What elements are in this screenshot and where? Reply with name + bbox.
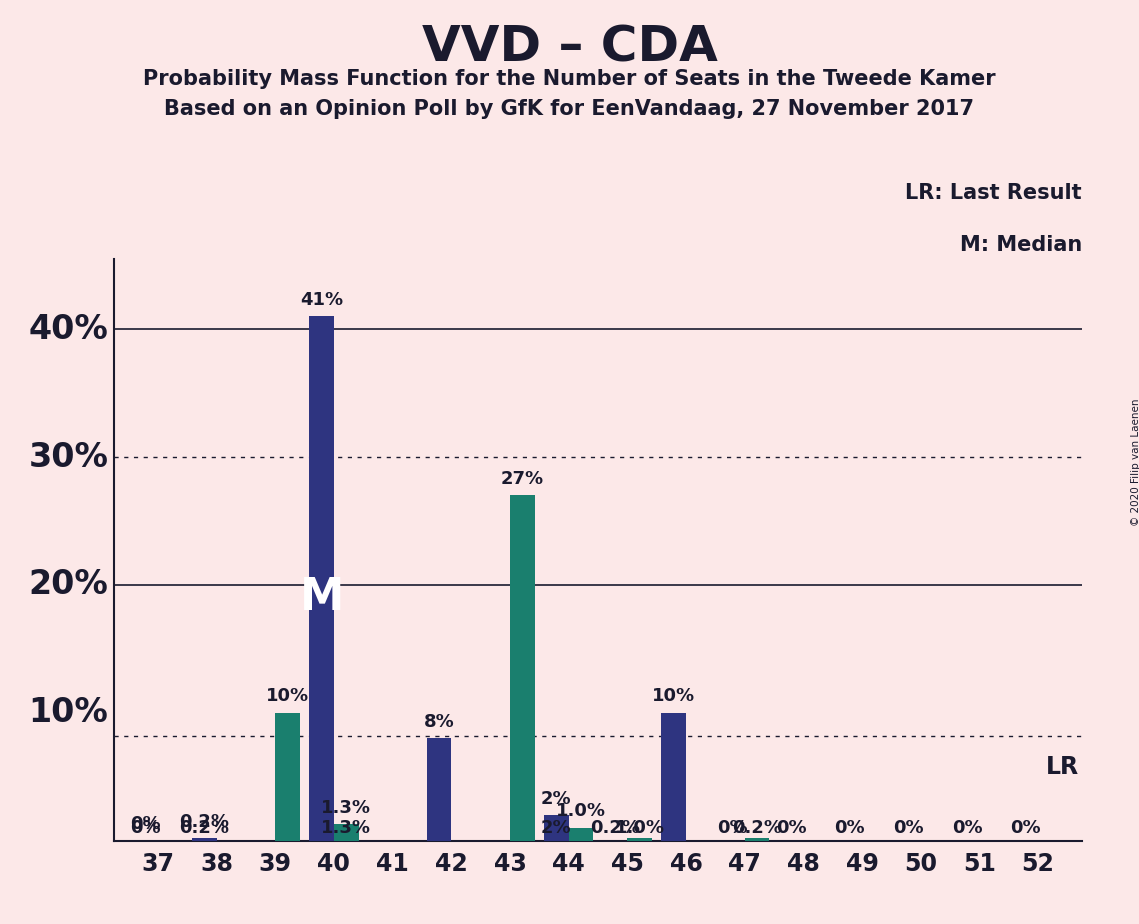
Text: 0%: 0% [952, 819, 982, 837]
Text: 10%: 10% [28, 697, 108, 729]
Text: 8%: 8% [424, 712, 454, 731]
Bar [427, 738, 451, 841]
Text: 1.3%: 1.3% [321, 819, 371, 837]
Text: 0%: 0% [893, 819, 924, 837]
Text: LR: Last Result: LR: Last Result [906, 183, 1082, 203]
Text: 20%: 20% [28, 568, 108, 602]
Text: LR: LR [1046, 755, 1079, 779]
Text: 41%: 41% [300, 291, 343, 309]
Text: 0%: 0% [130, 815, 161, 833]
Text: 2%: 2% [541, 819, 572, 837]
Text: 1.0%: 1.0% [556, 802, 606, 821]
Text: 10%: 10% [267, 687, 309, 705]
Text: Probability Mass Function for the Number of Seats in the Tweede Kamer: Probability Mass Function for the Number… [144, 69, 995, 90]
Text: 0%: 0% [776, 819, 806, 837]
Bar [662, 713, 686, 841]
Text: 10%: 10% [653, 687, 695, 705]
Text: Based on an Opinion Poll by GfK for EenVandaag, 27 November 2017: Based on an Opinion Poll by GfK for EenV… [164, 99, 975, 119]
Bar [544, 815, 568, 841]
Text: 0.2%: 0.2% [590, 819, 640, 837]
Bar [628, 838, 652, 841]
Text: 0%: 0% [718, 819, 747, 837]
Text: 0%: 0% [130, 819, 161, 837]
Text: © 2020 Filip van Laenen: © 2020 Filip van Laenen [1131, 398, 1139, 526]
Bar [745, 838, 769, 841]
Text: 0.2%: 0.2% [179, 812, 229, 831]
Text: 0%: 0% [1010, 819, 1041, 837]
Bar [334, 824, 359, 841]
Text: M: Median: M: Median [960, 236, 1082, 255]
Bar [310, 316, 334, 841]
Text: 1.3%: 1.3% [321, 798, 371, 817]
Text: 40%: 40% [28, 312, 108, 346]
Bar [568, 828, 593, 841]
Text: VVD – CDA: VVD – CDA [421, 23, 718, 71]
Bar [276, 713, 300, 841]
Text: 0%: 0% [835, 819, 865, 837]
Text: 27%: 27% [501, 469, 543, 488]
Text: M: M [300, 577, 344, 619]
Text: 0.2%: 0.2% [732, 819, 782, 837]
Bar [510, 495, 534, 841]
Text: 2%: 2% [541, 790, 572, 808]
Bar [192, 838, 216, 841]
Text: 1.0%: 1.0% [615, 819, 665, 837]
Text: 0.2%: 0.2% [179, 819, 229, 837]
Text: 30%: 30% [28, 441, 108, 473]
